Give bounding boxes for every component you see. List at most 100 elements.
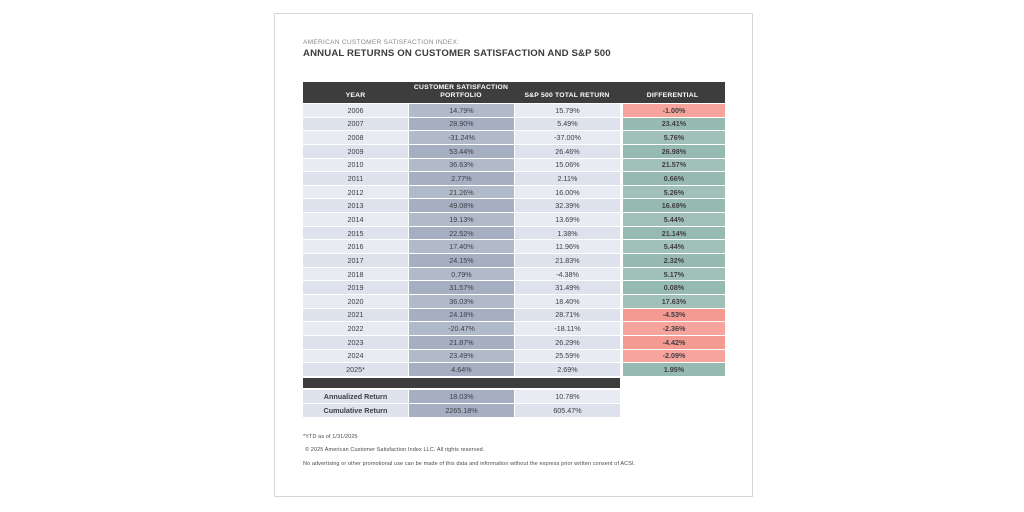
cell-portfolio: 19.13% (408, 213, 514, 227)
cell-differential: 26.98% (620, 144, 725, 159)
cell-sp500: 28.71% (514, 308, 620, 323)
cell-sp500: 21.83% (514, 254, 620, 268)
cell-differential: 23.41% (620, 117, 725, 132)
cell-year: 2016 (303, 240, 408, 255)
cell-year: 2011 (303, 172, 408, 186)
table-row: 2023 21.87% 26.29% -4.42% (303, 335, 725, 350)
cell-portfolio: 14.79% (408, 104, 514, 118)
cell-differential: 5.44% (620, 240, 725, 255)
cell-portfolio: 0.79% (408, 267, 514, 282)
returns-table: YEAR CUSTOMER SATISFACTION PORTFOLIO S&P… (303, 82, 725, 418)
cell-portfolio: 36.63% (408, 158, 514, 173)
cell-year: 2018 (303, 267, 408, 282)
cell-sp500: 15.79% (514, 104, 620, 118)
cell-sp500: 2.11% (514, 172, 620, 186)
table-row: 2011 2.77% 2.11% 0.66% (303, 172, 725, 186)
column-header-sp500: S&P 500 TOTAL RETURN (524, 92, 610, 100)
table-row: 2007 28.90% 5.49% 23.41% (303, 117, 725, 132)
cell-differential: -2.09% (620, 349, 725, 364)
footnote-copyright: © 2025 American Customer Satisfaction In… (305, 447, 485, 453)
table-row: 2009 53.44% 26.46% 26.98% (303, 144, 725, 159)
cell-differential: 0.08% (620, 281, 725, 295)
cell-portfolio: 31.57% (408, 281, 514, 295)
cell-differential: 16.69% (620, 199, 725, 214)
table-row: 2019 31.57% 31.49% 0.08% (303, 281, 725, 295)
cell-sp500: 32.39% (514, 199, 620, 214)
cell-sp500: 15.06% (514, 158, 620, 173)
table-body: 2006 14.79% 15.79% -1.00% 2007 28.90% 5.49% 23.… (303, 104, 725, 377)
cell-sp500: -18.11% (514, 322, 620, 336)
cell-sp500: 18.40% (514, 294, 620, 309)
cell-year: 2015 (303, 226, 408, 241)
cell-year: 2010 (303, 158, 408, 173)
cell-year: 2020 (303, 294, 408, 309)
report-title: ANNUAL RETURNS ON CUSTOMER SATISFACTION … (303, 48, 611, 59)
footnote-ytd: *YTD as of 1/31/2025 (303, 434, 358, 440)
summary-portfolio: 18.03% (408, 389, 514, 404)
cell-portfolio: 24.15% (408, 254, 514, 268)
report-kicker: AMERICAN CUSTOMER SATISFACTION INDEX: (303, 39, 460, 46)
table-row: 2014 19.13% 13.69% 5.44% (303, 213, 725, 227)
table-header-row: YEAR CUSTOMER SATISFACTION PORTFOLIO S&P… (303, 82, 725, 104)
cell-portfolio: 36.03% (408, 294, 514, 309)
cell-sp500: 31.49% (514, 281, 620, 295)
summary-row: Cumulative Return 2265.18% 605.47% (303, 403, 725, 418)
cell-differential: 5.17% (620, 267, 725, 282)
cell-sp500: 2.69% (514, 363, 620, 377)
cell-portfolio: -31.24% (408, 131, 514, 145)
cell-sp500: 11.96% (514, 240, 620, 255)
cell-sp500: 25.59% (514, 349, 620, 364)
cell-year: 2017 (303, 254, 408, 268)
table-row: 2017 24.15% 21.83% 2.32% (303, 254, 725, 268)
table-row: 2015 22.52% 1.38% 21.14% (303, 226, 725, 241)
cell-portfolio: 28.90% (408, 117, 514, 132)
column-header-portfolio: CUSTOMER SATISFACTION PORTFOLIO (413, 83, 509, 100)
summary-portfolio: 2265.18% (408, 403, 514, 418)
cell-portfolio: 53.44% (408, 144, 514, 159)
cell-differential: 5.76% (620, 131, 725, 145)
cell-year: 2007 (303, 117, 408, 132)
cell-year: 2025* (303, 363, 408, 377)
table-summary: Annualized Return 18.03% 10.78% Cumulative … (303, 389, 725, 418)
table-row: 2016 17.40% 11.96% 5.44% (303, 240, 725, 255)
cell-differential: -2.36% (620, 322, 725, 336)
table-row: 2020 36.03% 18.40% 17.63% (303, 294, 725, 309)
cell-sp500: 26.46% (514, 144, 620, 159)
summary-label: Cumulative Return (303, 403, 408, 418)
cell-year: 2023 (303, 335, 408, 350)
column-header-year: YEAR (345, 92, 366, 100)
cell-year: 2012 (303, 185, 408, 200)
cell-year: 2022 (303, 322, 408, 336)
table-row: 2012 21.26% 16.00% 5.26% (303, 185, 725, 200)
table-row: 2022 -20.47% -18.11% -2.36% (303, 322, 725, 336)
cell-sp500: -37.00% (514, 131, 620, 145)
cell-differential: 2.32% (620, 254, 725, 268)
cell-differential: 21.14% (620, 226, 725, 241)
cell-portfolio: 23.49% (408, 349, 514, 364)
cell-portfolio: 17.40% (408, 240, 514, 255)
table-divider-bar (303, 377, 620, 388)
summary-label: Annualized Return (303, 389, 408, 404)
cell-sp500: 1.38% (514, 226, 620, 241)
table-row: 2018 0.79% -4.38% 5.17% (303, 267, 725, 282)
summary-sp500: 605.47% (514, 403, 620, 418)
cell-differential: -1.00% (620, 104, 725, 118)
cell-portfolio: 2.77% (408, 172, 514, 186)
cell-portfolio: 24.18% (408, 308, 514, 323)
cell-portfolio: -20.47% (408, 322, 514, 336)
table-row: 2013 49.08% 32.39% 16.69% (303, 199, 725, 214)
cell-differential: -4.53% (620, 308, 725, 323)
table-row: 2024 23.49% 25.59% -2.09% (303, 349, 725, 364)
cell-sp500: 5.49% (514, 117, 620, 132)
cell-year: 2014 (303, 213, 408, 227)
cell-sp500: 13.69% (514, 213, 620, 227)
table-row: 2025* 4.64% 2.69% 1.95% (303, 363, 725, 377)
column-header-differential: DIFFERENTIAL (646, 92, 699, 100)
cell-year: 2008 (303, 131, 408, 145)
cell-year: 2009 (303, 144, 408, 159)
cell-year: 2024 (303, 349, 408, 364)
cell-portfolio: 22.52% (408, 226, 514, 241)
cell-sp500: 16.00% (514, 185, 620, 200)
cell-differential: -4.42% (620, 335, 725, 350)
cell-year: 2021 (303, 308, 408, 323)
